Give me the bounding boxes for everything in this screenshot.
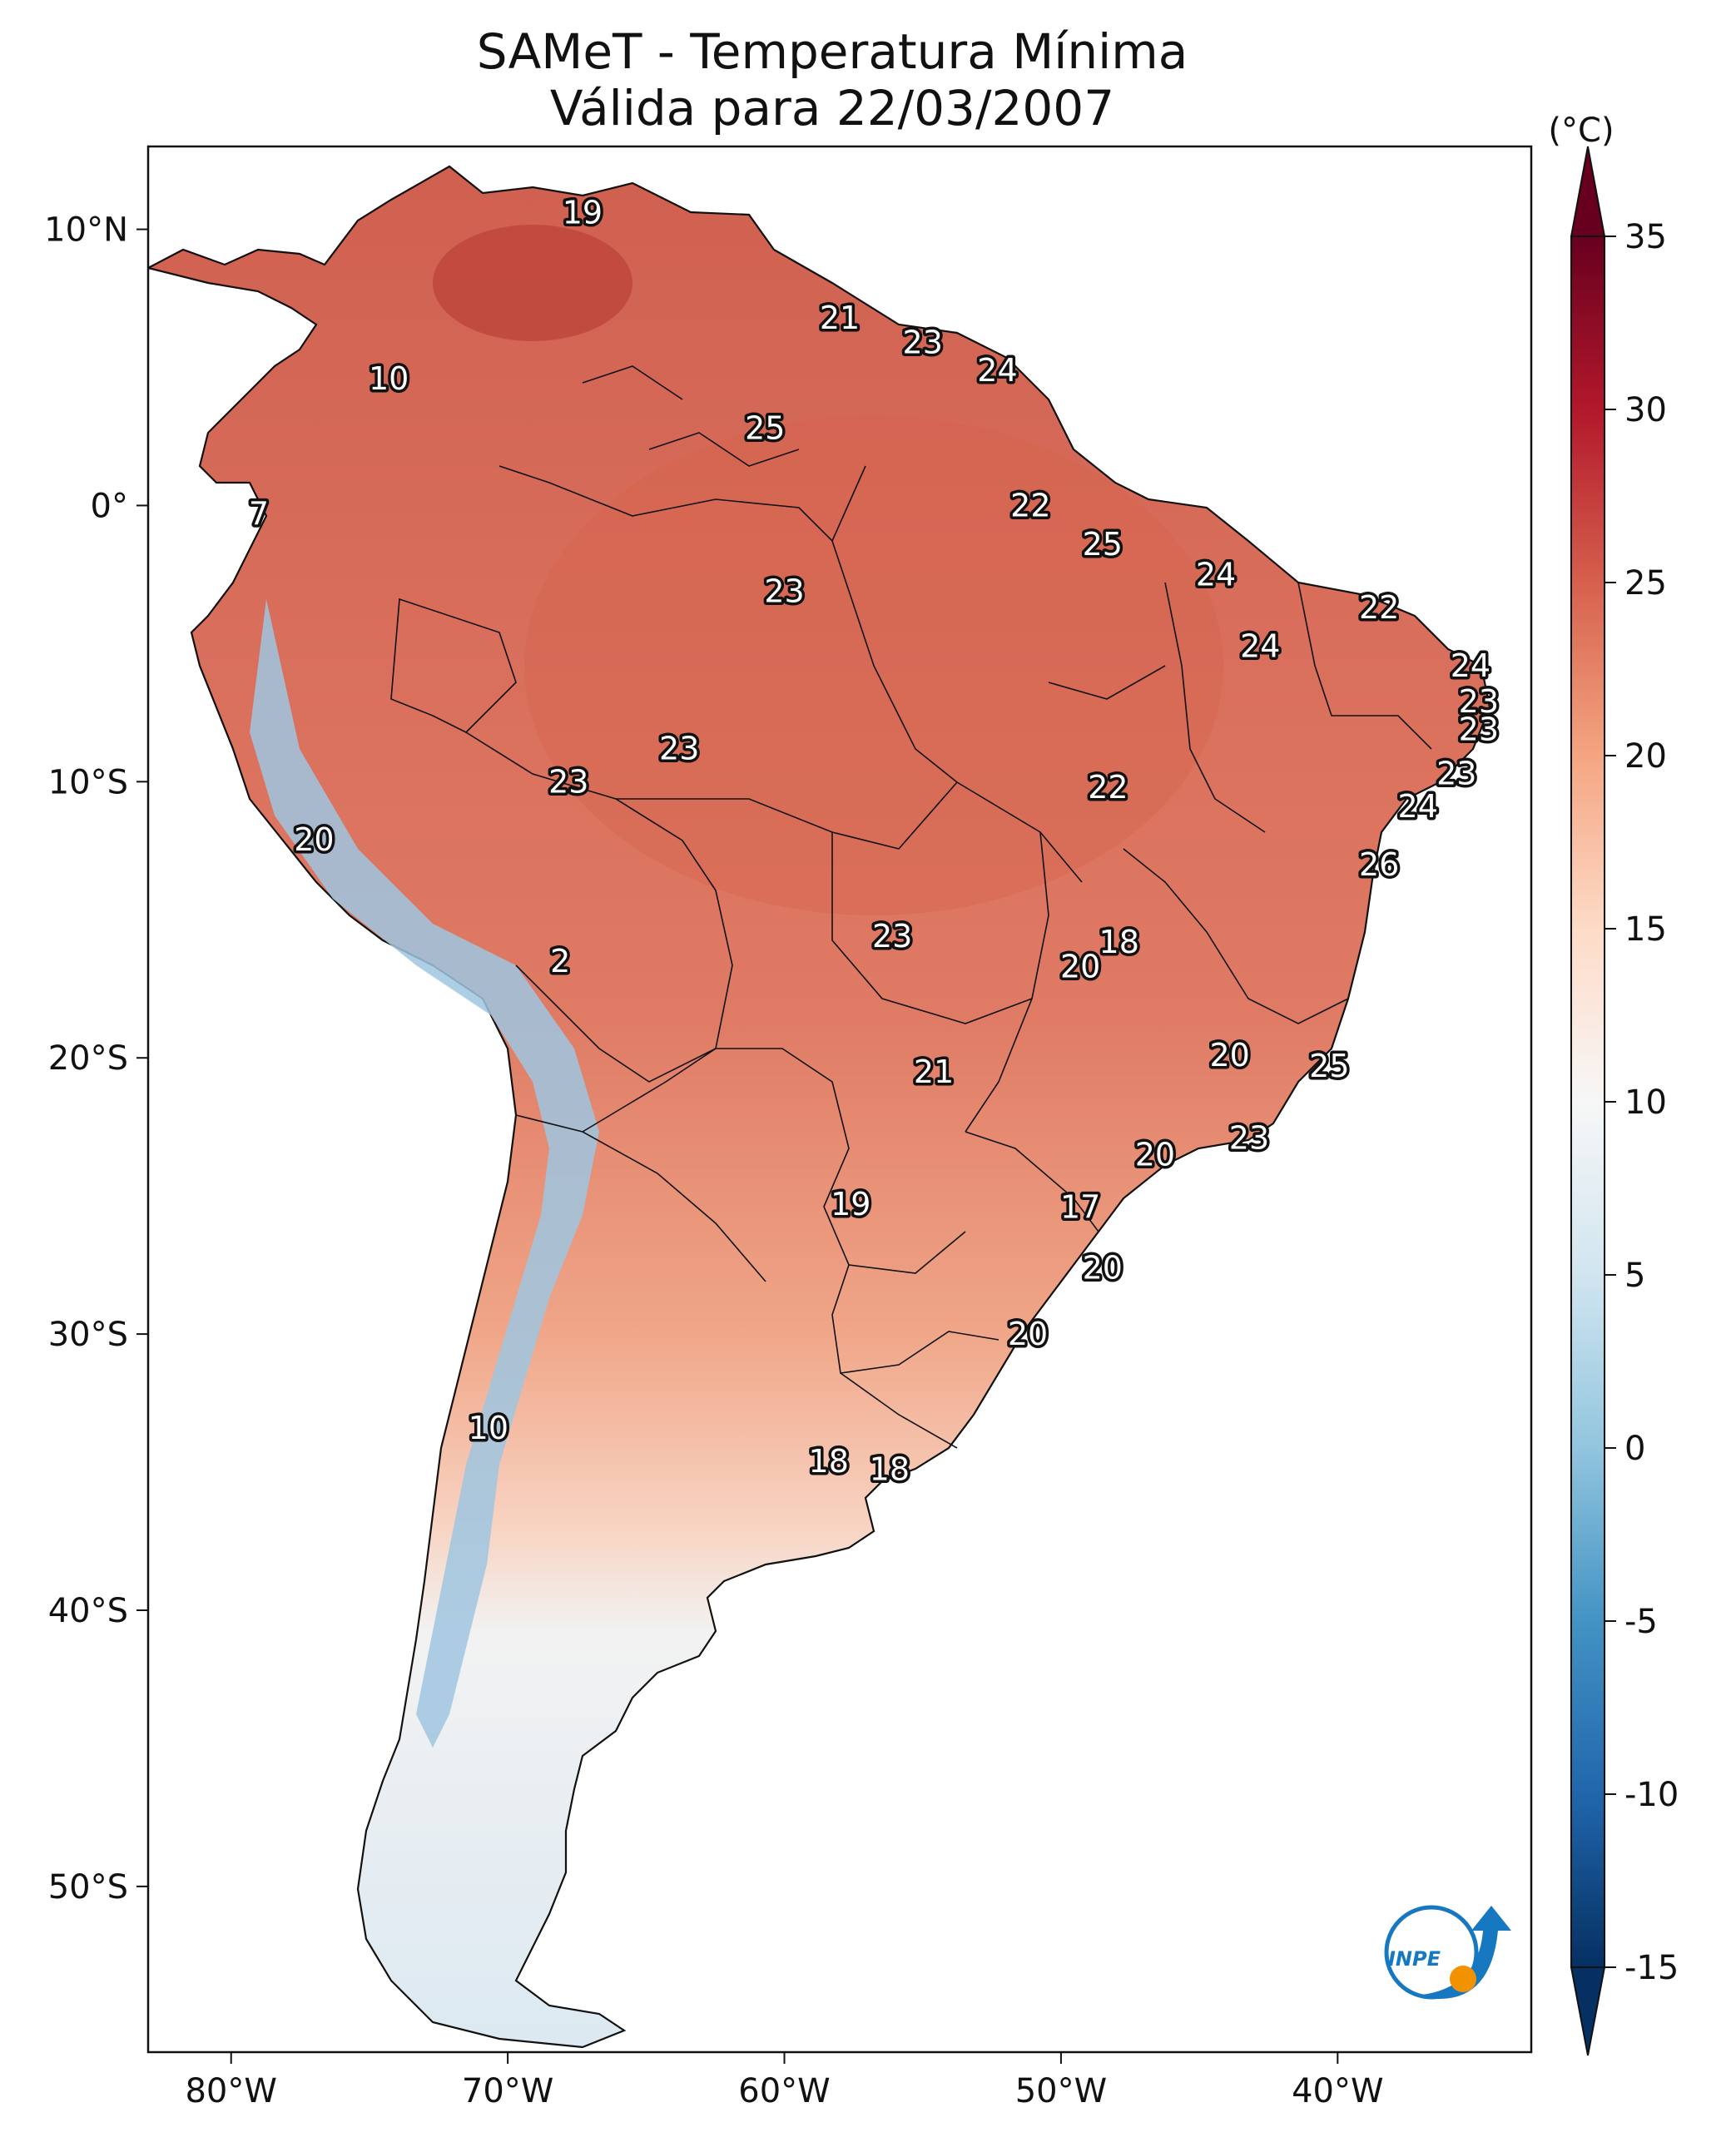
station-value-label: 20 — [1135, 1136, 1175, 1173]
x-tick-label: 70°W — [462, 2072, 553, 2110]
station-value-label: 2 — [550, 943, 570, 979]
inpe-logo-dot-icon — [1450, 1966, 1476, 1992]
warm-core-venezuela — [433, 225, 632, 341]
longitude-axis: 80°W 70°W 60°W 50°W 40°W — [185, 2052, 1384, 2110]
station-value-label: 26 — [1359, 846, 1399, 883]
map-frame — [146, 145, 1533, 2054]
colorbar-extend-min — [1570, 1966, 1606, 2056]
station-value-label: 23 — [1436, 755, 1476, 791]
station-value-label: 23 — [548, 763, 588, 800]
station-value-label: 23 — [903, 325, 943, 361]
station-value-label: 23 — [1459, 711, 1499, 747]
latitude-axis: 10°N 0° 10°S 20°S 30°S 40°S 50°S — [44, 211, 148, 1907]
inpe-logo-text: INPE — [1388, 1947, 1441, 1971]
colorbar-extend-max — [1570, 146, 1606, 237]
station-value-label: 20 — [294, 821, 334, 858]
y-tick-label: 10°S — [48, 763, 128, 801]
station-value-label: 24 — [1240, 628, 1280, 665]
colorbar-tick-label: 25 — [1624, 564, 1667, 602]
y-tick-label: 50°S — [48, 1868, 128, 1907]
station-value-label: 20 — [1008, 1316, 1048, 1352]
station-value-label: 23 — [764, 573, 804, 609]
y-tick-label: 10°N — [44, 211, 128, 250]
political-borders — [390, 365, 1432, 1449]
x-tick-label: 40°W — [1292, 2072, 1383, 2110]
station-value-label: 17 — [1060, 1188, 1100, 1225]
colorbar-tick-label: 10 — [1624, 1083, 1667, 1122]
map-title: SAMeT - Temperatura Mínima — [477, 23, 1188, 80]
station-value-label: 20 — [1083, 1249, 1123, 1286]
map-plot-area — [148, 165, 1491, 2049]
station-value-label: 22 — [1088, 769, 1128, 806]
colorbar-tick-label: 30 — [1624, 391, 1667, 429]
colorbar-unit-label: (°C) — [1548, 112, 1614, 150]
station-value-label: 24 — [1196, 556, 1236, 593]
station-value-label: 24 — [1451, 647, 1490, 684]
y-tick-label: 0° — [91, 487, 128, 525]
station-value-label: 10 — [469, 1410, 508, 1446]
station-value-label: 18 — [1099, 924, 1139, 960]
station-value-label: 25 — [745, 410, 785, 447]
colorbar-ticks: 35 30 25 20 15 10 5 0 -5 -10 -15 — [1605, 218, 1679, 1987]
station-value-label: 18 — [809, 1443, 849, 1480]
station-value-label: 18 — [870, 1451, 910, 1488]
station-value-label: 20 — [1210, 1037, 1250, 1074]
inpe-logo: INPE — [1384, 1905, 1511, 2000]
station-value-label: 24 — [977, 352, 1017, 389]
colorbar-tick-label: 0 — [1624, 1430, 1645, 1468]
andes-cool-band — [250, 599, 599, 1748]
station-value-label: 7 — [249, 495, 269, 532]
station-value-label: 23 — [659, 731, 699, 767]
colorbar-tick-label: -10 — [1624, 1776, 1679, 1814]
colorbar-tick-label: -15 — [1624, 1949, 1679, 1987]
x-tick-label: 80°W — [185, 2072, 276, 2110]
station-value-label: 19 — [563, 195, 603, 231]
y-tick-label: 30°S — [48, 1316, 128, 1354]
y-tick-label: 40°S — [48, 1592, 128, 1630]
x-tick-label: 50°W — [1015, 2072, 1107, 2110]
station-value-label: 23 — [1459, 683, 1499, 720]
station-value-label: 22 — [1010, 487, 1050, 523]
colorbar-tick-label: 20 — [1624, 737, 1667, 776]
x-tick-label: 60°W — [738, 2072, 830, 2110]
colorbar-tick-label: 5 — [1624, 1257, 1645, 1295]
station-value-label: 20 — [1060, 949, 1100, 985]
station-value-label: 25 — [1083, 526, 1123, 563]
station-value-label: 23 — [872, 918, 912, 955]
station-value-label: 21 — [914, 1054, 954, 1090]
colorbar-ramp — [1570, 236, 1605, 1968]
station-value-label: 25 — [1309, 1048, 1349, 1084]
station-value-label: 22 — [1359, 589, 1399, 626]
colorbar-tick-label: -5 — [1624, 1603, 1658, 1641]
colorbar-tick-label: 35 — [1624, 218, 1667, 256]
y-tick-label: 20°S — [48, 1039, 128, 1078]
colorbar: (°C) 35 30 25 20 15 10 5 0 -5 -10 -15 — [1548, 112, 1679, 2056]
station-value-label: 23 — [1229, 1119, 1269, 1156]
inpe-logo-swoosh-icon — [1415, 1906, 1511, 1999]
colorbar-tick-label: 15 — [1624, 910, 1667, 949]
station-value-label: 24 — [1398, 788, 1438, 825]
station-value-label: 10 — [369, 360, 409, 397]
map-subtitle-valid-date: Válida para 22/03/2007 — [550, 80, 1114, 136]
station-value-label: 21 — [820, 300, 860, 336]
station-value-label: 19 — [831, 1186, 870, 1222]
